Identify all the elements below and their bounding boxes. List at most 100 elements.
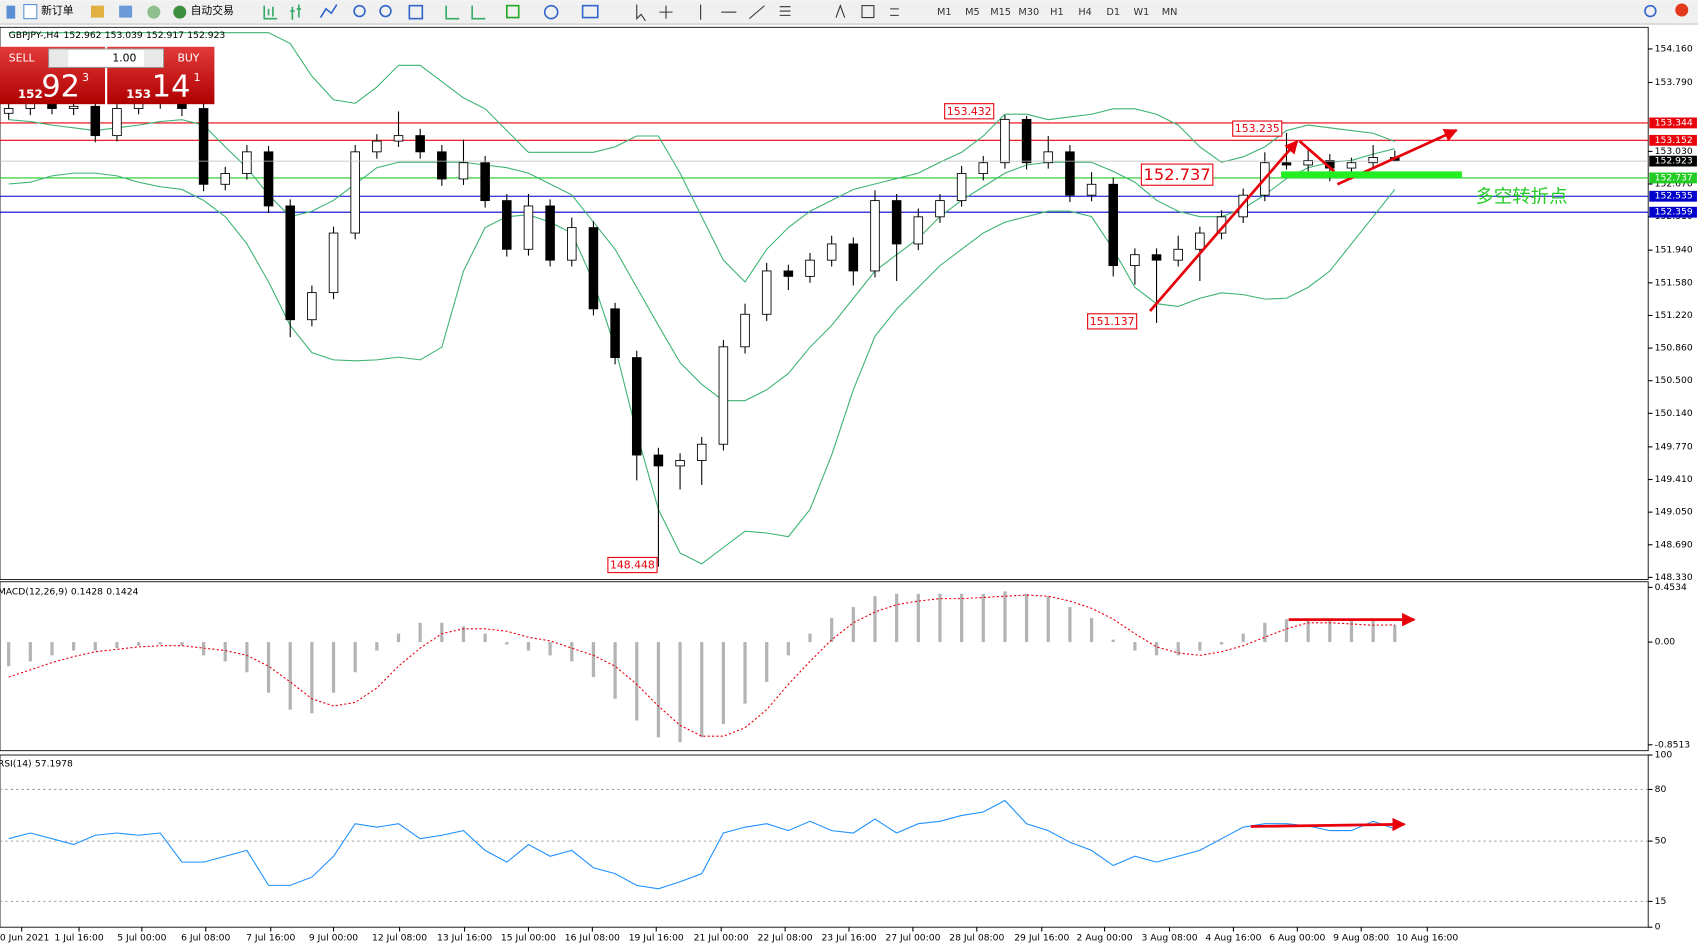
macd-bar (548, 642, 552, 656)
search-icon[interactable] (1644, 4, 1657, 18)
lots-value[interactable]: 1.00 (112, 52, 136, 65)
y-tick-label: -0.8513 (1655, 739, 1691, 750)
macd-bar (1068, 607, 1072, 643)
candle-body (112, 108, 122, 137)
sell-price-frac: 3 (82, 71, 89, 84)
icon[interactable] (408, 4, 424, 20)
icon[interactable] (119, 5, 133, 18)
macd-bar (158, 642, 162, 645)
macd-bar (1393, 624, 1397, 643)
candle-body (372, 140, 382, 153)
icon[interactable] (659, 5, 673, 19)
icon[interactable] (543, 4, 559, 20)
lots-up[interactable] (144, 50, 163, 67)
price-note-box (944, 103, 995, 120)
icon[interactable] (861, 5, 875, 19)
sell-price-pips: 92 (41, 69, 80, 104)
icon[interactable] (445, 5, 460, 20)
bollinger-band (8, 172, 1396, 565)
icon[interactable] (835, 4, 846, 18)
icon[interactable] (890, 8, 899, 16)
candle-body (415, 135, 425, 153)
macd-bar (1198, 642, 1202, 651)
macd-bar (1003, 591, 1007, 643)
auto-trade-button[interactable]: 自动交易 (191, 3, 234, 17)
notification-badge[interactable] (1675, 3, 1689, 17)
icon[interactable] (581, 4, 599, 19)
timeframe-button[interactable]: M1 (937, 7, 952, 18)
candle-body (1151, 254, 1162, 261)
trend-line (1298, 139, 1336, 173)
y-tick-label: 153.030 (1655, 146, 1693, 157)
y-tick-label: 100 (1655, 750, 1673, 761)
icon[interactable] (471, 5, 486, 20)
timeframe-button[interactable]: M5 (965, 7, 980, 18)
timeframe-button[interactable]: M30 (1018, 7, 1039, 18)
macd-bar (50, 642, 54, 656)
icon[interactable] (90, 5, 104, 18)
timeframe-bar: M1 M5 M15 M30 H1 H4 D1 W1 MN (937, 7, 1177, 18)
new-order-button[interactable]: 新订单 (41, 3, 74, 17)
new-order-icon[interactable] (23, 4, 38, 20)
lots-down[interactable] (49, 50, 69, 67)
auto-trade-icon[interactable] (173, 5, 187, 19)
macd-bar (1241, 633, 1245, 643)
macd-bar (28, 642, 32, 662)
timeframe-button[interactable]: M15 (990, 7, 1011, 18)
x-tick-label: 6 Aug 00:00 (1269, 933, 1325, 944)
candle-body (1043, 151, 1054, 164)
one-click-trading: SELL 1.00 BUY 152 92 3 153 14 1 (0, 46, 215, 104)
level-price-label: 153.344 (1655, 117, 1693, 128)
timeframe-button[interactable]: D1 (1106, 7, 1120, 18)
candle-body (588, 227, 599, 310)
macd-bar (1154, 642, 1159, 656)
bollinger-band (8, 32, 1395, 283)
timeframe-button[interactable]: W1 (1133, 7, 1149, 18)
icon[interactable] (749, 5, 765, 20)
macd-bar (440, 622, 444, 643)
price-note-box (1087, 313, 1138, 330)
icon[interactable] (636, 4, 646, 22)
macd-bar (526, 642, 531, 651)
timeframe-button[interactable]: H4 (1078, 7, 1092, 18)
icon[interactable] (779, 6, 791, 16)
lots-input[interactable] (48, 48, 165, 68)
x-tick-label: 21 Jul 00:00 (694, 933, 749, 944)
y-tick-label: 0.4534 (1655, 582, 1687, 593)
ohlc-high: 153.039 (105, 29, 143, 40)
icon[interactable] (353, 4, 366, 18)
y-tick-label: 150.500 (1655, 375, 1693, 386)
candle-body (567, 227, 577, 261)
icon[interactable] (147, 5, 161, 19)
y-tick-label: 50 (1655, 836, 1667, 847)
candle-body (68, 105, 79, 109)
macd-bar (396, 633, 401, 643)
candle-body (1195, 232, 1205, 250)
price-note: 148.448 (610, 559, 655, 572)
level-price-label: 152.737 (1655, 172, 1693, 183)
macd-bar (786, 642, 790, 656)
rsi-plot (0, 788, 1649, 902)
icon[interactable] (290, 4, 302, 20)
macd-bar (115, 642, 119, 649)
icon[interactable] (319, 4, 338, 18)
indicator-name: MACD(12,26,9) (0, 586, 68, 597)
y-tick-label: 149.770 (1655, 441, 1693, 452)
buy-price-big: 153 (126, 87, 151, 101)
icon[interactable] (379, 4, 392, 18)
sell-button[interactable]: SELL (9, 52, 35, 65)
macd-bar (1306, 619, 1310, 643)
x-tick-label: 6 Jul 08:00 (181, 933, 230, 944)
icon[interactable] (263, 5, 278, 20)
level-price-label: 153.152 (1655, 135, 1693, 146)
buy-button[interactable]: BUY (177, 52, 199, 65)
y-tick-label: 0 (1655, 922, 1661, 933)
candle-body (90, 105, 101, 137)
icon[interactable] (505, 4, 520, 19)
price-annotations: 153.432 153.235 152.737 151.137 148.448 (607, 103, 1283, 574)
icon[interactable] (6, 5, 16, 19)
macd-bar (1111, 639, 1115, 643)
timeframe-button[interactable]: MN (1162, 7, 1178, 18)
timeframe-button[interactable]: H1 (1050, 7, 1064, 18)
candle-body (1346, 162, 1357, 169)
